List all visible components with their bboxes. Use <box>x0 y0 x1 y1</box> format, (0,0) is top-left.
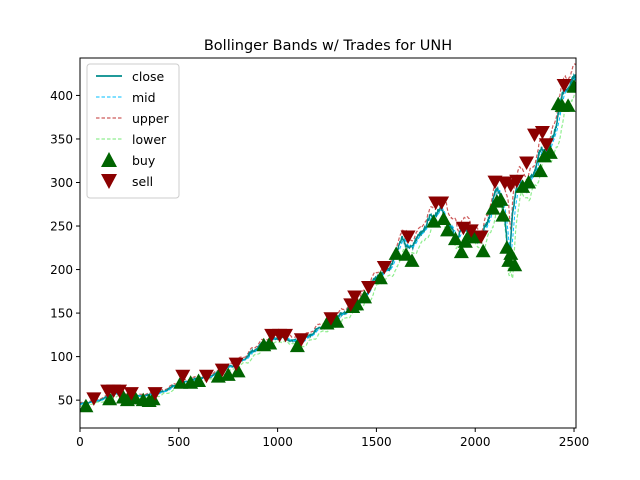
y-axis: 50 100 150 200 250 300 350 400 <box>50 89 80 408</box>
buy-marker <box>495 208 511 222</box>
buy-marker <box>220 367 236 381</box>
legend-label-sell: sell <box>132 174 153 189</box>
buy-marker <box>457 234 473 248</box>
y-tick-label: 50 <box>58 394 73 408</box>
sell-marker <box>556 78 572 93</box>
buy-marker <box>542 145 558 159</box>
sell-marker <box>509 174 525 189</box>
sell-marker <box>175 369 191 384</box>
buy-marker <box>453 244 469 259</box>
x-tick-label: 0 <box>76 435 84 449</box>
buy-marker <box>372 270 388 285</box>
buy-marker <box>404 253 420 267</box>
sell-marker <box>473 230 489 244</box>
legend-label-lower: lower <box>132 132 167 147</box>
buy-marker <box>230 363 246 378</box>
buy-marker <box>507 257 523 272</box>
buy-marker <box>145 391 161 406</box>
buy-marker <box>329 314 345 328</box>
sell-marker <box>86 392 102 406</box>
buy-marker <box>262 336 278 350</box>
y-tick-label: 350 <box>50 132 73 146</box>
y-tick-label: 100 <box>50 350 73 364</box>
buy-marker <box>503 246 519 260</box>
buy-marker <box>80 398 94 413</box>
x-axis: 0 500 1000 1500 2000 2500 <box>76 428 589 449</box>
sell-marker <box>434 196 450 211</box>
sell-marker <box>400 230 416 244</box>
buy-marker <box>447 231 463 246</box>
legend-label-buy: buy <box>132 153 156 168</box>
buy-marker <box>566 79 576 93</box>
sell-marker <box>278 328 294 343</box>
sell-marker <box>214 363 230 378</box>
buy-marker <box>191 373 207 387</box>
buy-marker <box>536 148 552 163</box>
buy-marker <box>436 211 452 226</box>
buy-marker <box>521 174 537 189</box>
sell-marker <box>123 387 139 401</box>
buy-marker <box>532 163 548 178</box>
sell-marker <box>487 175 503 190</box>
legend-label-close: close <box>132 69 165 84</box>
y-tick-label: 300 <box>50 176 73 190</box>
legend-buy-marker <box>101 152 117 167</box>
sell-marker <box>534 126 550 140</box>
y-tick-label: 400 <box>50 89 73 103</box>
legend-label-mid: mid <box>132 90 156 105</box>
y-tick-label: 200 <box>50 263 73 277</box>
series-lower-line <box>80 90 576 407</box>
buy-marker <box>173 375 189 389</box>
sell-marker <box>463 224 479 238</box>
buy-marker <box>493 192 509 206</box>
y-tick-label: 150 <box>50 307 73 321</box>
sell-marker <box>147 387 163 401</box>
x-tick-label: 2000 <box>460 435 491 449</box>
buy-marker <box>560 98 576 112</box>
x-tick-label: 2500 <box>559 435 590 449</box>
chart-title: Bollinger Bands w/ Trades for UNH <box>204 38 452 54</box>
sell-marker <box>519 156 535 170</box>
sell-marker <box>538 138 554 152</box>
markers-layer <box>80 78 576 413</box>
legend: close mid upper lower buy sell <box>86 63 180 199</box>
buy-marker <box>289 338 305 353</box>
sell-marker <box>228 357 244 372</box>
buy-marker <box>475 243 491 258</box>
sell-marker <box>376 260 392 275</box>
legend-label-upper: upper <box>132 111 169 126</box>
y-tick-label: 250 <box>50 220 73 234</box>
x-tick-label: 500 <box>167 435 190 449</box>
buy-marker <box>485 201 501 215</box>
sell-marker <box>347 290 363 305</box>
sell-marker <box>323 312 339 326</box>
legend-sell-marker <box>101 174 117 189</box>
x-tick-label: 1000 <box>262 435 293 449</box>
buy-marker <box>357 289 373 304</box>
sell-marker <box>293 333 309 347</box>
sell-marker <box>198 369 214 384</box>
plot-frame <box>79 57 577 429</box>
sell-marker <box>361 280 377 295</box>
buy-marker <box>440 222 456 237</box>
buy-marker <box>102 391 118 406</box>
buy-marker <box>388 246 404 260</box>
x-tick-label: 1500 <box>361 435 392 449</box>
sell-marker <box>112 384 128 399</box>
